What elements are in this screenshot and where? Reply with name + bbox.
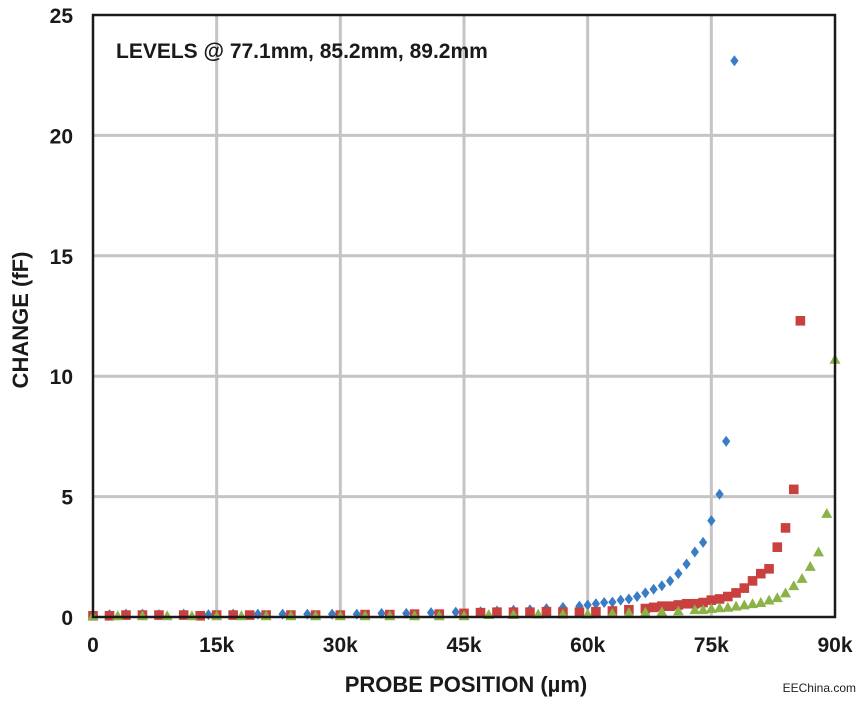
x-tick-label: 75k — [694, 634, 729, 657]
data-point — [451, 606, 460, 618]
data-point — [591, 606, 601, 617]
data-point — [763, 594, 775, 605]
data-point — [780, 523, 791, 533]
data-point — [788, 484, 799, 495]
data-point — [804, 560, 816, 571]
data-point — [672, 605, 684, 616]
data-point — [624, 593, 634, 605]
data-point — [698, 597, 708, 608]
data-point — [756, 568, 766, 579]
series-diamond — [88, 55, 739, 621]
data-point — [738, 599, 750, 610]
watermark: EEChina.com — [783, 681, 856, 695]
data-point — [714, 602, 726, 613]
data-point — [178, 610, 189, 620]
x-tick-label: 60k — [570, 634, 605, 657]
data-point — [639, 606, 651, 617]
data-point — [714, 594, 725, 604]
data-point — [821, 507, 833, 518]
y-tick-label: 25 — [50, 5, 74, 28]
data-point — [697, 604, 709, 615]
data-point — [796, 572, 808, 583]
data-point — [657, 601, 667, 611]
data-point — [608, 596, 617, 608]
data-point — [690, 598, 700, 609]
data-point — [707, 515, 716, 527]
data-point — [730, 55, 739, 67]
data-point — [426, 607, 436, 619]
data-point — [649, 583, 658, 595]
data-point — [228, 610, 238, 620]
data-point — [730, 600, 742, 611]
data-point — [204, 609, 213, 621]
x-tick-labels: 0 15k 30k 45k 60k 75k 90k — [87, 634, 853, 657]
x-tick-label: 90k — [817, 634, 852, 657]
y-tick-label: 20 — [50, 125, 73, 148]
chart-annotation: LEVELS @ 77.1mm, 85.2mm, 89.2mm — [116, 40, 488, 63]
data-point — [616, 594, 625, 606]
data-point — [657, 580, 666, 592]
data-point — [706, 595, 717, 605]
y-tick-label: 5 — [61, 487, 73, 510]
data-point — [682, 558, 691, 570]
data-point — [121, 610, 131, 620]
data-point — [583, 599, 592, 611]
data-point — [492, 607, 502, 617]
data-point — [747, 598, 759, 609]
grid-lines — [93, 15, 835, 617]
data-point — [722, 601, 734, 612]
data-point — [606, 607, 618, 618]
data-point — [755, 597, 767, 607]
data-point — [731, 588, 741, 598]
data-point — [641, 587, 650, 599]
data-point — [739, 583, 750, 593]
data-point — [674, 568, 683, 580]
data-point — [715, 488, 724, 500]
y-tick-labels: 0 5 10 15 20 25 — [50, 5, 74, 630]
data-point — [541, 606, 552, 617]
x-tick-label: 0 — [87, 634, 99, 657]
data-point — [665, 601, 675, 611]
data-point — [698, 536, 708, 548]
data-point — [591, 598, 601, 610]
data-point — [656, 606, 668, 617]
data-point — [788, 580, 800, 591]
data-point — [633, 591, 642, 603]
y-tick-label: 0 — [61, 607, 73, 630]
data-point — [574, 607, 585, 617]
data-point — [780, 587, 792, 598]
data-point — [600, 597, 609, 609]
data-point — [154, 610, 164, 620]
data-point — [475, 607, 486, 618]
series-square — [88, 316, 806, 621]
x-tick-label: 30k — [323, 634, 358, 657]
data-point — [244, 610, 255, 620]
data-point — [689, 604, 701, 615]
x-axis-label: PROBE POSITION (µm) — [345, 672, 587, 697]
data-point — [681, 598, 692, 609]
data-point — [690, 546, 699, 558]
y-tick-label: 15 — [50, 246, 74, 269]
x-tick-label: 45k — [446, 634, 481, 657]
plot-frame — [91, 13, 837, 619]
data-point — [772, 542, 783, 552]
data-point — [673, 600, 684, 610]
data-point — [705, 603, 717, 613]
y-tick-label: 10 — [50, 366, 73, 389]
data-point — [665, 575, 675, 587]
data-point — [771, 592, 783, 603]
data-point — [722, 435, 731, 447]
data-point — [723, 591, 733, 602]
data-point — [813, 546, 825, 557]
y-axis-label: CHANGE (fF) — [8, 252, 33, 389]
data-point — [795, 316, 806, 326]
data-point — [747, 576, 758, 586]
data-point — [525, 607, 535, 617]
x-tick-label: 15k — [199, 634, 234, 657]
data-point — [648, 602, 659, 613]
data-point — [623, 607, 635, 618]
data-point — [764, 564, 774, 574]
